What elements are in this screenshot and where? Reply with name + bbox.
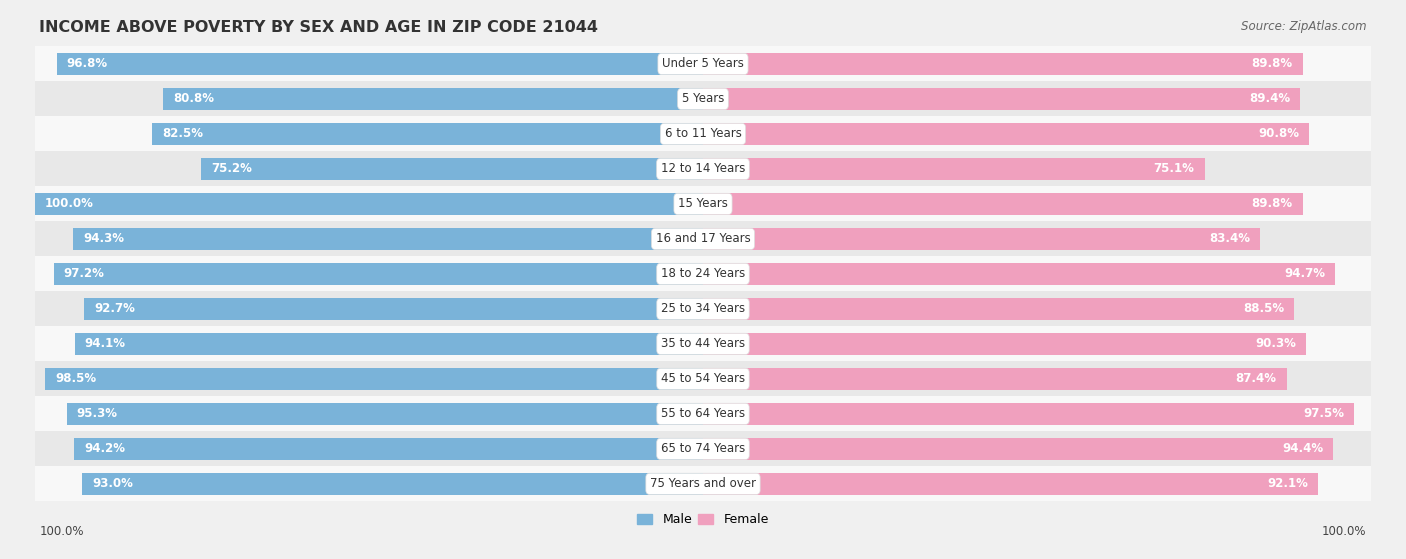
Text: 65 to 74 Years: 65 to 74 Years	[661, 442, 745, 456]
Bar	[35, 46, 1371, 82]
Text: 93.0%: 93.0%	[91, 477, 132, 490]
Bar	[35, 326, 1371, 361]
Bar	[73, 228, 703, 250]
Bar	[35, 193, 703, 215]
Bar	[703, 368, 1286, 390]
Text: 100.0%: 100.0%	[39, 525, 84, 538]
Text: 94.1%: 94.1%	[84, 338, 125, 350]
Bar	[703, 193, 1303, 215]
Bar	[703, 88, 1301, 110]
Bar	[163, 88, 703, 110]
Bar	[75, 438, 703, 459]
Bar	[35, 432, 1371, 466]
Text: 89.8%: 89.8%	[1251, 58, 1292, 70]
Text: 94.4%: 94.4%	[1282, 442, 1323, 456]
Text: 75 Years and over: 75 Years and over	[650, 477, 756, 490]
Text: 97.2%: 97.2%	[63, 267, 104, 281]
Text: Source: ZipAtlas.com: Source: ZipAtlas.com	[1241, 20, 1367, 32]
Bar	[35, 396, 1371, 432]
Bar	[35, 116, 1371, 151]
Bar	[703, 333, 1306, 355]
Text: 92.7%: 92.7%	[94, 302, 135, 315]
Text: 80.8%: 80.8%	[173, 92, 214, 106]
Bar	[66, 403, 703, 425]
Bar	[703, 473, 1317, 495]
Text: 75.1%: 75.1%	[1154, 163, 1195, 176]
Bar	[35, 82, 1371, 116]
Text: 94.2%: 94.2%	[84, 442, 125, 456]
Bar	[35, 361, 1371, 396]
Text: 25 to 34 Years: 25 to 34 Years	[661, 302, 745, 315]
Text: 83.4%: 83.4%	[1209, 233, 1250, 245]
Text: 75.2%: 75.2%	[211, 163, 252, 176]
Bar	[703, 53, 1303, 75]
Text: 88.5%: 88.5%	[1243, 302, 1284, 315]
Text: 55 to 64 Years: 55 to 64 Years	[661, 408, 745, 420]
Bar	[35, 291, 1371, 326]
Text: 82.5%: 82.5%	[162, 127, 202, 140]
Text: 98.5%: 98.5%	[55, 372, 96, 385]
Text: 90.3%: 90.3%	[1256, 338, 1296, 350]
Bar	[82, 473, 703, 495]
Bar	[703, 403, 1354, 425]
Text: 95.3%: 95.3%	[76, 408, 118, 420]
Bar	[53, 263, 703, 285]
Text: 35 to 44 Years: 35 to 44 Years	[661, 338, 745, 350]
Text: 5 Years: 5 Years	[682, 92, 724, 106]
Text: 12 to 14 Years: 12 to 14 Years	[661, 163, 745, 176]
Bar	[703, 438, 1333, 459]
Text: 90.8%: 90.8%	[1258, 127, 1299, 140]
Bar	[35, 466, 1371, 501]
Text: INCOME ABOVE POVERTY BY SEX AND AGE IN ZIP CODE 21044: INCOME ABOVE POVERTY BY SEX AND AGE IN Z…	[39, 20, 599, 35]
Bar	[703, 228, 1260, 250]
Bar	[45, 368, 703, 390]
Text: 94.3%: 94.3%	[83, 233, 124, 245]
Bar	[201, 158, 703, 180]
Text: 89.4%: 89.4%	[1249, 92, 1291, 106]
Text: 92.1%: 92.1%	[1267, 477, 1308, 490]
Bar	[152, 123, 703, 145]
Text: Under 5 Years: Under 5 Years	[662, 58, 744, 70]
Text: 94.7%: 94.7%	[1285, 267, 1326, 281]
Bar	[703, 298, 1294, 320]
Bar	[35, 221, 1371, 257]
Text: 16 and 17 Years: 16 and 17 Years	[655, 233, 751, 245]
Text: 100.0%: 100.0%	[45, 197, 94, 210]
Text: 45 to 54 Years: 45 to 54 Years	[661, 372, 745, 385]
Bar	[703, 263, 1336, 285]
Text: 6 to 11 Years: 6 to 11 Years	[665, 127, 741, 140]
Text: 89.8%: 89.8%	[1251, 197, 1292, 210]
Legend: Male, Female: Male, Female	[633, 508, 773, 531]
Bar	[703, 123, 1309, 145]
Text: 97.5%: 97.5%	[1303, 408, 1344, 420]
Text: 18 to 24 Years: 18 to 24 Years	[661, 267, 745, 281]
Text: 96.8%: 96.8%	[66, 58, 108, 70]
Bar	[35, 187, 1371, 221]
Bar	[35, 151, 1371, 187]
Text: 100.0%: 100.0%	[1322, 525, 1367, 538]
Bar	[35, 257, 1371, 291]
Bar	[84, 298, 703, 320]
Bar	[56, 53, 703, 75]
Text: 15 Years: 15 Years	[678, 197, 728, 210]
Bar	[75, 333, 703, 355]
Bar	[703, 158, 1205, 180]
Text: 87.4%: 87.4%	[1236, 372, 1277, 385]
